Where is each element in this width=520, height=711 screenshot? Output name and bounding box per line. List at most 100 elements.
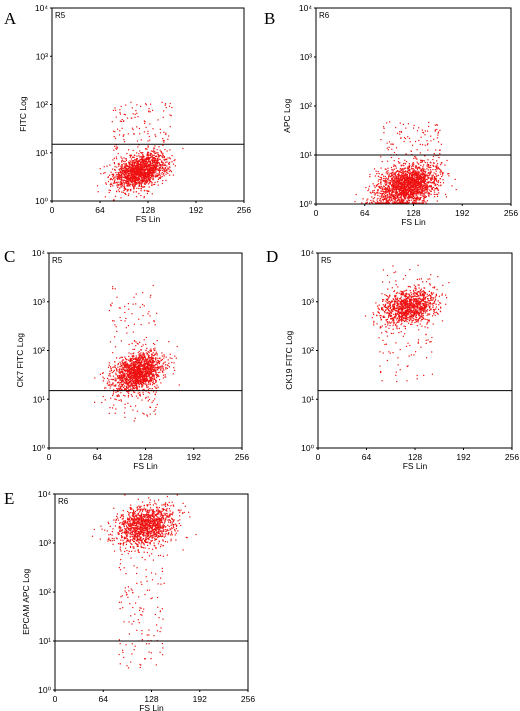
event-dot-a-724 bbox=[130, 178, 132, 180]
event-dot-b-1660 bbox=[385, 184, 387, 186]
event-dot-a-1475 bbox=[140, 184, 142, 186]
event-dot-a-1654 bbox=[147, 133, 149, 135]
event-dot-a-722 bbox=[136, 173, 138, 175]
event-dot-c-147 bbox=[133, 382, 135, 384]
event-dot-b-2000 bbox=[410, 150, 412, 152]
event-dot-a-1616 bbox=[114, 131, 116, 133]
event-dot-a-476 bbox=[163, 169, 165, 171]
event-dot-a-1670 bbox=[160, 151, 162, 153]
event-dot-b-1391 bbox=[418, 177, 420, 179]
event-dot-c-988 bbox=[152, 363, 154, 365]
event-dot-c-398 bbox=[145, 343, 147, 345]
event-dot-b-1171 bbox=[384, 175, 386, 178]
event-dot-c-551 bbox=[137, 369, 139, 371]
event-dot-b-1608 bbox=[423, 170, 425, 173]
event-dot-b-494 bbox=[398, 173, 400, 175]
event-dot-b-1226 bbox=[424, 174, 426, 176]
event-dot-c-1178 bbox=[158, 366, 160, 368]
event-dot-b-615 bbox=[398, 199, 400, 201]
event-dot-a-1264 bbox=[152, 177, 154, 179]
event-dot-a-775 bbox=[157, 152, 159, 154]
event-dot-a-1043 bbox=[135, 181, 137, 183]
event-dot-a-1148 bbox=[132, 180, 134, 182]
event-dot-c-1017 bbox=[144, 383, 146, 385]
event-dot-b-1877 bbox=[380, 192, 382, 194]
event-dot-b-1455 bbox=[389, 197, 391, 199]
event-dot-a-1538 bbox=[130, 170, 132, 172]
event-dot-b-1611 bbox=[431, 188, 433, 190]
event-dot-a-1249 bbox=[151, 169, 153, 171]
event-dot-a-561 bbox=[130, 173, 132, 175]
event-dot-c-927 bbox=[142, 370, 144, 373]
event-dot-b-1767 bbox=[425, 187, 428, 189]
event-dot-a-683 bbox=[145, 176, 147, 178]
event-dot-b-1193 bbox=[427, 187, 429, 189]
event-dot-a-896 bbox=[148, 158, 150, 160]
event-dot-b-1246 bbox=[385, 172, 387, 174]
event-dot-a-1428 bbox=[135, 176, 137, 178]
event-dot-b-811 bbox=[389, 188, 391, 190]
event-dot-a-1419 bbox=[131, 169, 133, 172]
event-dot-a-1060 bbox=[140, 161, 142, 163]
event-dot-b-1152 bbox=[403, 196, 406, 198]
event-dot-b-1277 bbox=[422, 160, 424, 162]
event-dot-a-1451 bbox=[152, 164, 154, 166]
event-dot-a-1365 bbox=[134, 164, 136, 167]
event-dot-b-1933 bbox=[399, 122, 401, 124]
event-dot-c-926 bbox=[162, 377, 164, 379]
event-dot-a-1359 bbox=[114, 169, 116, 171]
event-dot-b-976 bbox=[366, 199, 368, 201]
event-dot-a-1591 bbox=[148, 166, 150, 168]
event-dot-a-910 bbox=[157, 159, 159, 161]
event-dot-b-1908 bbox=[434, 129, 436, 131]
event-dot-c-475 bbox=[134, 382, 136, 384]
event-dot-a-1305 bbox=[153, 172, 155, 174]
event-dot-c-651 bbox=[153, 383, 156, 385]
event-dot-b-763 bbox=[416, 168, 418, 170]
event-dot-b-405 bbox=[377, 180, 379, 182]
event-dot-a-1534 bbox=[170, 169, 172, 171]
event-dot-b-1426 bbox=[386, 197, 388, 199]
event-dot-c-1141 bbox=[157, 386, 159, 388]
event-dot-c-569 bbox=[126, 359, 128, 361]
event-dot-b-2004 bbox=[432, 165, 434, 167]
event-dot-a-1310 bbox=[118, 176, 120, 178]
event-dot-b-1350 bbox=[409, 189, 411, 191]
event-dot-b-469 bbox=[398, 200, 400, 202]
event-dot-b-1239 bbox=[384, 187, 386, 189]
event-dot-b-1836 bbox=[421, 178, 423, 180]
event-dot-a-258 bbox=[154, 165, 157, 167]
event-dot-c-899 bbox=[115, 384, 117, 386]
event-dot-a-255 bbox=[128, 163, 130, 165]
event-dot-b-345 bbox=[366, 202, 368, 204]
event-dot-b-1555 bbox=[383, 198, 385, 200]
event-dot-b-1875 bbox=[400, 202, 402, 204]
event-dot-b-1887 bbox=[424, 195, 426, 197]
event-dot-b-1785 bbox=[382, 200, 384, 202]
event-dot-b-1684 bbox=[397, 174, 399, 176]
event-dot-b-984 bbox=[397, 193, 399, 195]
event-dot-a-1204 bbox=[121, 174, 123, 176]
event-dot-c-716 bbox=[141, 374, 144, 376]
event-dot-a-1234 bbox=[152, 172, 154, 174]
event-dot-b-1606 bbox=[385, 191, 387, 193]
event-dot-a-232 bbox=[132, 161, 134, 163]
event-dot-a-1298 bbox=[150, 152, 152, 154]
event-dot-c-198 bbox=[127, 379, 129, 381]
event-dot-a-1131 bbox=[123, 187, 125, 190]
event-dot-a-1465 bbox=[128, 181, 130, 183]
event-dot-c-376 bbox=[142, 373, 144, 375]
event-dot-b-683 bbox=[424, 192, 426, 194]
event-dot-b-475 bbox=[418, 202, 420, 204]
panel-letter-b: B bbox=[264, 9, 275, 28]
event-dot-b-1783 bbox=[420, 173, 422, 175]
event-dot-a-609 bbox=[162, 162, 165, 164]
event-dot-b-1151 bbox=[395, 188, 397, 190]
event-dot-a-1542 bbox=[141, 179, 143, 181]
event-dot-b-177 bbox=[394, 201, 396, 203]
event-dot-b-77 bbox=[388, 191, 390, 193]
event-dot-b-791 bbox=[416, 198, 418, 200]
event-dot-b-894 bbox=[409, 197, 411, 199]
event-dot-a-1160 bbox=[131, 176, 134, 178]
event-dot-c-146 bbox=[110, 385, 112, 387]
